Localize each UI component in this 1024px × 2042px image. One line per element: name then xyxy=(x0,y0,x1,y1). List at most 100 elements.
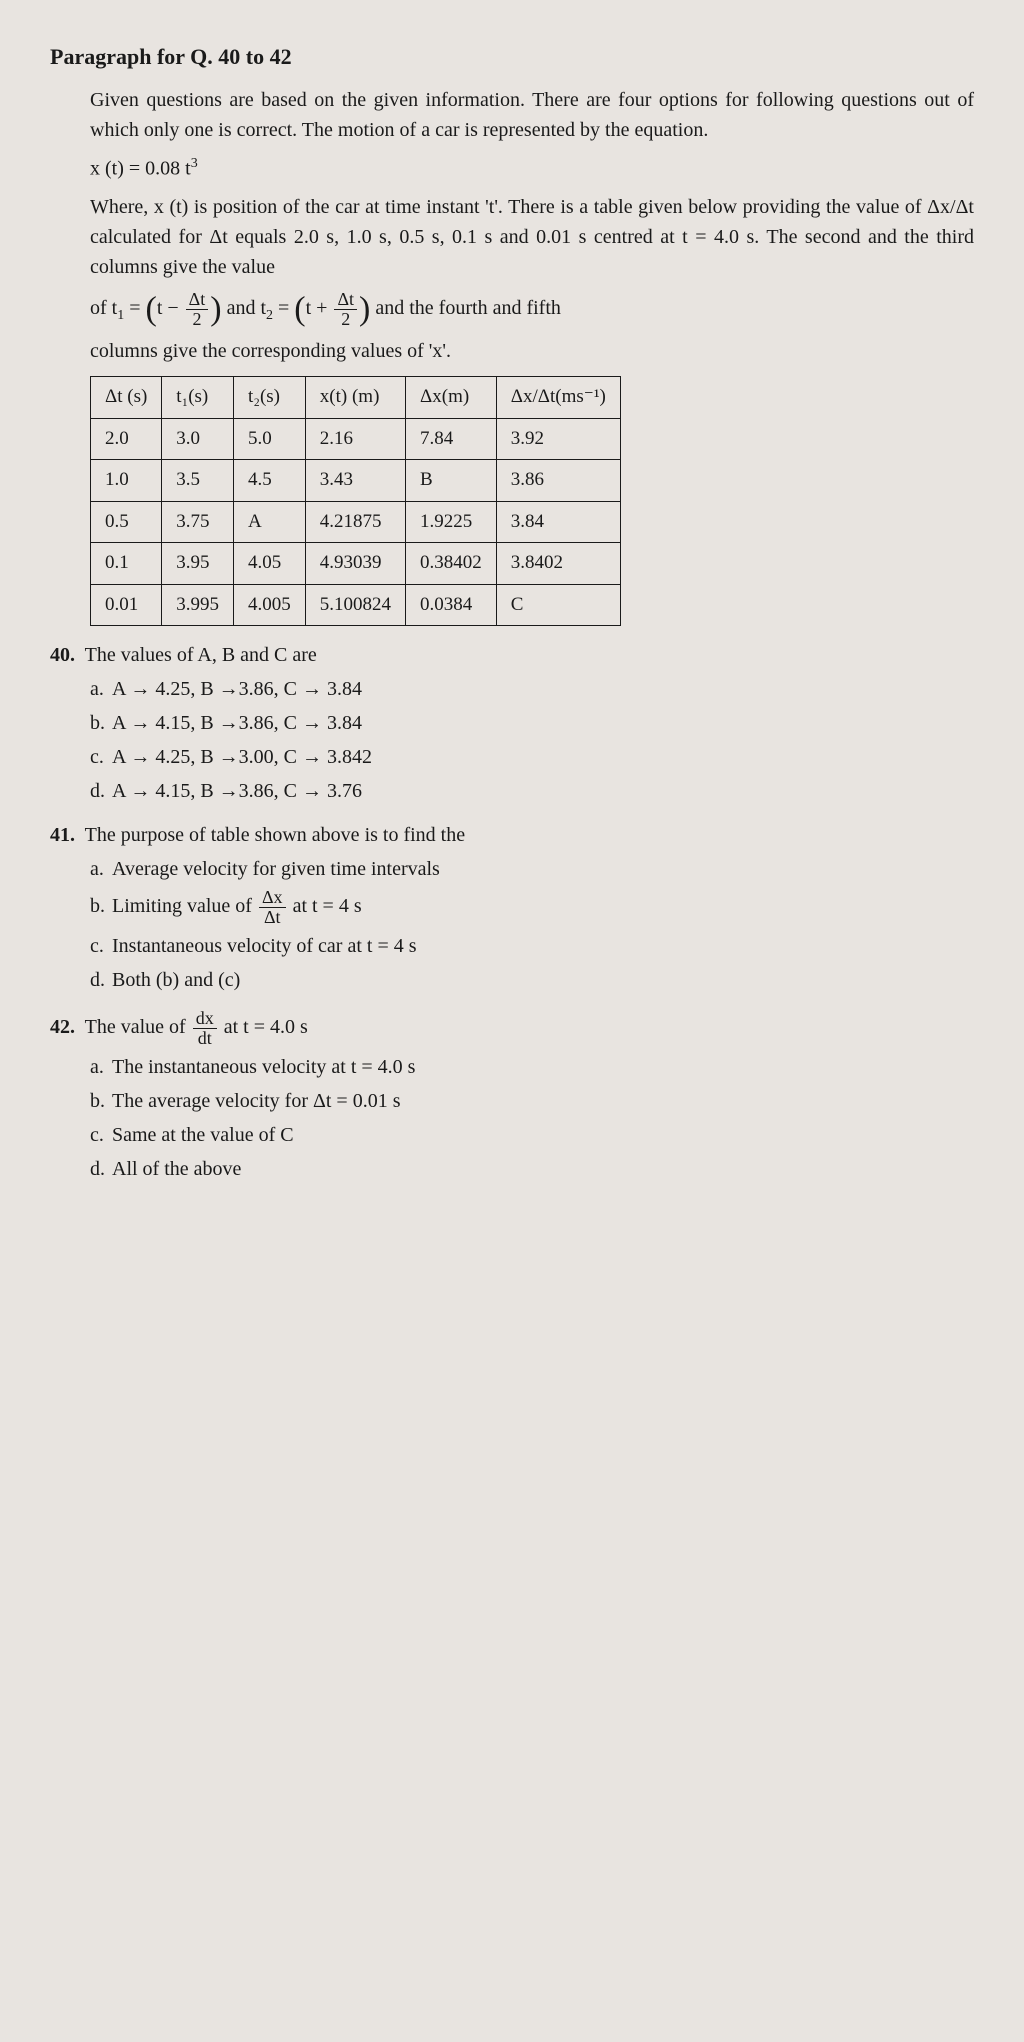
cell: 3.95 xyxy=(162,543,234,585)
frac-num-2: Δt xyxy=(334,290,357,310)
rparen-1: ) xyxy=(210,290,221,327)
q41-text: The purpose of table shown above is to f… xyxy=(85,824,465,846)
q41-options: a.Average velocity for given time interv… xyxy=(90,854,974,995)
cell: 1.9225 xyxy=(406,501,497,543)
cell: 3.43 xyxy=(305,460,405,502)
cell: 1.0 xyxy=(91,460,162,502)
opt-text: A → 4.25, B →3.86, C → 3.84 xyxy=(112,678,362,700)
q41-number: 41. xyxy=(50,820,80,850)
t1-inner: t − xyxy=(157,297,184,319)
mid-and: and t xyxy=(222,297,266,319)
paragraph-heading: Paragraph for Q. 40 to 42 xyxy=(50,40,974,73)
tail-text: and the fourth and fifth xyxy=(370,297,561,319)
q41-option-d[interactable]: d.Both (b) and (c) xyxy=(90,965,974,995)
cell: A xyxy=(234,501,306,543)
frac-num: dx xyxy=(193,1009,217,1029)
th-xt: x(t) (m) xyxy=(305,377,405,419)
table-row: 0.5 3.75 A 4.21875 1.9225 3.84 xyxy=(91,501,621,543)
q40-option-b[interactable]: b.A → 4.15, B →3.86, C → 3.84 xyxy=(90,708,974,738)
lparen-1: ( xyxy=(146,290,157,327)
t1-eq: = xyxy=(124,297,145,319)
opt-label: d. xyxy=(90,1154,112,1184)
cell: 3.92 xyxy=(496,418,620,460)
q41-option-a[interactable]: a.Average velocity for given time interv… xyxy=(90,854,974,884)
opt-post: at t = 4 s xyxy=(288,895,362,917)
cell: 0.1 xyxy=(91,543,162,585)
opt-label: d. xyxy=(90,776,112,806)
lparen-2: ( xyxy=(294,290,305,327)
opt-label: c. xyxy=(90,742,112,772)
table-row: 1.0 3.5 4.5 3.43 B 3.86 xyxy=(91,460,621,502)
q42-number: 42. xyxy=(50,1012,80,1042)
frac-den: Δt xyxy=(259,908,286,927)
cell: 3.84 xyxy=(496,501,620,543)
th-dxdt: Δx/Δt(ms⁻¹) xyxy=(496,377,620,419)
equation-xt: x (t) = 0.08 t3 xyxy=(90,153,974,184)
intro-paragraph-1: Given questions are based on the given i… xyxy=(90,85,974,145)
frac-den-2: 2 xyxy=(334,310,357,329)
eq-lhs: x (t) = 0.08 t xyxy=(90,158,191,180)
frac-num: Δt xyxy=(186,290,209,310)
cell: 0.38402 xyxy=(406,543,497,585)
q40-option-c[interactable]: c.A → 4.25, B →3.00, C → 3.842 xyxy=(90,742,974,772)
q40-option-a[interactable]: a.A → 4.25, B →3.86, C → 3.84 xyxy=(90,674,974,704)
cell: 3.8402 xyxy=(496,543,620,585)
data-table: Δt (s) t₁(s) t₂(s) x(t) (m) Δx(m) Δx/Δt(… xyxy=(90,376,621,626)
frac-den: 2 xyxy=(186,310,209,329)
t2-eq: = xyxy=(273,297,294,319)
cell: 2.16 xyxy=(305,418,405,460)
question-42: 42. The value of dxdt at t = 4.0 s xyxy=(50,1009,974,1048)
opt-label: a. xyxy=(90,854,112,884)
cell: 3.5 xyxy=(162,460,234,502)
frac-den: dt xyxy=(193,1029,217,1048)
opt-text: The instantaneous velocity at t = 4.0 s xyxy=(112,1056,415,1078)
opt-label: a. xyxy=(90,674,112,704)
opt-label: a. xyxy=(90,1052,112,1082)
intro-paragraph-2a: Where, x (t) is position of the car at t… xyxy=(90,192,974,282)
q42-option-b[interactable]: b.The average velocity for Δt = 0.01 s xyxy=(90,1086,974,1116)
cell: 5.0 xyxy=(234,418,306,460)
opt-label: c. xyxy=(90,931,112,961)
cell: 3.86 xyxy=(496,460,620,502)
th-t2: t₂(s) xyxy=(234,377,306,419)
intro-paragraph-2c: columns give the corresponding values of… xyxy=(90,336,974,366)
opt-text: A → 4.15, B →3.86, C → 3.84 xyxy=(112,712,362,734)
frac-num: Δx xyxy=(259,888,286,908)
q40-options: a.A → 4.25, B →3.86, C → 3.84 b.A → 4.15… xyxy=(90,674,974,806)
q42-option-c[interactable]: c.Same at the value of C xyxy=(90,1120,974,1150)
intro-paragraph-2b: of t1 = (t − Δt2) and t2 = (t + Δt2) and… xyxy=(90,290,974,329)
cell: 4.005 xyxy=(234,584,306,626)
rparen-2: ) xyxy=(359,290,370,327)
cell: 4.93039 xyxy=(305,543,405,585)
cell: 4.05 xyxy=(234,543,306,585)
th-dx: Δx(m) xyxy=(406,377,497,419)
cell: 0.5 xyxy=(91,501,162,543)
cell: B xyxy=(406,460,497,502)
opt-text: All of the above xyxy=(112,1158,241,1180)
q40-option-d[interactable]: d.A → 4.15, B →3.86, C → 3.76 xyxy=(90,776,974,806)
q42-options: a.The instantaneous velocity at t = 4.0 … xyxy=(90,1052,974,1184)
q42-option-d[interactable]: d.All of the above xyxy=(90,1154,974,1184)
q42-option-a[interactable]: a.The instantaneous velocity at t = 4.0 … xyxy=(90,1052,974,1082)
cell: C xyxy=(496,584,620,626)
opt-label: c. xyxy=(90,1120,112,1150)
cell: 0.0384 xyxy=(406,584,497,626)
question-41: 41. The purpose of table shown above is … xyxy=(50,820,974,850)
opt-label: b. xyxy=(90,1086,112,1116)
frac-dxdt: ΔxΔt xyxy=(259,888,286,927)
table-row: 0.1 3.95 4.05 4.93039 0.38402 3.8402 xyxy=(91,543,621,585)
opt-text: A → 4.15, B →3.86, C → 3.76 xyxy=(112,780,362,802)
frac-dxdt-deriv: dxdt xyxy=(193,1009,217,1048)
q41-option-b[interactable]: b.Limiting value of ΔxΔt at t = 4 s xyxy=(90,888,974,927)
frac-dt2-2: Δt2 xyxy=(334,290,357,329)
t2-inner: t + xyxy=(306,297,333,319)
frac-dt2-1: Δt2 xyxy=(186,290,209,329)
q40-number: 40. xyxy=(50,640,80,670)
table-row: 0.01 3.995 4.005 5.100824 0.0384 C xyxy=(91,584,621,626)
q41-option-c[interactable]: c.Instantaneous velocity of car at t = 4… xyxy=(90,931,974,961)
cell: 5.100824 xyxy=(305,584,405,626)
th-dt: Δt (s) xyxy=(91,377,162,419)
cell: 4.5 xyxy=(234,460,306,502)
t1-pre: of t xyxy=(90,297,117,319)
opt-text: The average velocity for Δt = 0.01 s xyxy=(112,1090,401,1112)
